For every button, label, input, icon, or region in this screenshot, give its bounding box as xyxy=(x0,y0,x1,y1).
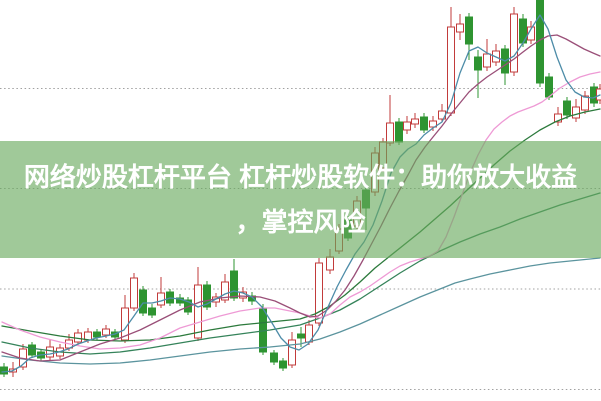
candle-body xyxy=(447,26,455,114)
promo-banner: 网络炒股杠杆平台 杠杆炒股软件：助你放大收益 ，掌控风险 xyxy=(0,141,601,258)
ma-slate-long-line xyxy=(1,257,601,365)
candle-body xyxy=(326,256,334,271)
candle-body xyxy=(536,0,544,84)
candle-body xyxy=(221,281,229,301)
candle-body xyxy=(510,13,518,73)
candle-body xyxy=(545,76,553,98)
candle-body xyxy=(581,95,589,111)
candle-body xyxy=(130,277,138,309)
candle-body xyxy=(474,56,482,71)
candle-body xyxy=(28,344,36,356)
candle-body xyxy=(288,339,296,366)
candle-body xyxy=(386,122,394,144)
candle-body xyxy=(46,346,54,358)
candle-body xyxy=(403,121,411,131)
candle-body xyxy=(395,121,403,143)
candle-body xyxy=(297,333,305,339)
ma-green-line xyxy=(1,108,601,342)
ma-pink-line xyxy=(1,71,601,350)
candle-body xyxy=(157,292,165,306)
banner-title-line2: ，掌控风险 xyxy=(235,206,366,237)
candle-body xyxy=(139,289,147,314)
candle-body xyxy=(465,16,473,45)
candle-body xyxy=(411,118,419,125)
banner-title-line1: 网络炒股杠杆平台 杠杆炒股软件：助你放大收益 xyxy=(23,161,578,192)
candle-body xyxy=(420,116,428,131)
candle-body xyxy=(554,113,562,123)
candle-body xyxy=(102,328,110,336)
candle-body xyxy=(596,88,601,101)
candle-body xyxy=(572,106,580,119)
candle-body xyxy=(93,331,101,338)
candle-body xyxy=(270,352,278,363)
candle-body xyxy=(0,366,8,375)
candle-body xyxy=(194,284,202,339)
candle-body xyxy=(563,100,571,116)
banner-title: 网络炒股杠杆平台 杠杆炒股软件：助你放大收益 ，掌控风险 xyxy=(0,155,601,245)
candle-body xyxy=(456,23,464,33)
candle-body xyxy=(203,284,211,308)
candle-body xyxy=(279,360,287,369)
candle-body xyxy=(315,262,323,324)
candle-body xyxy=(527,26,535,41)
candle-body xyxy=(148,307,156,316)
ma-teal-fast-line xyxy=(1,14,601,373)
candle-body xyxy=(429,120,437,128)
candle-body xyxy=(230,270,238,299)
candle-body xyxy=(483,53,491,68)
